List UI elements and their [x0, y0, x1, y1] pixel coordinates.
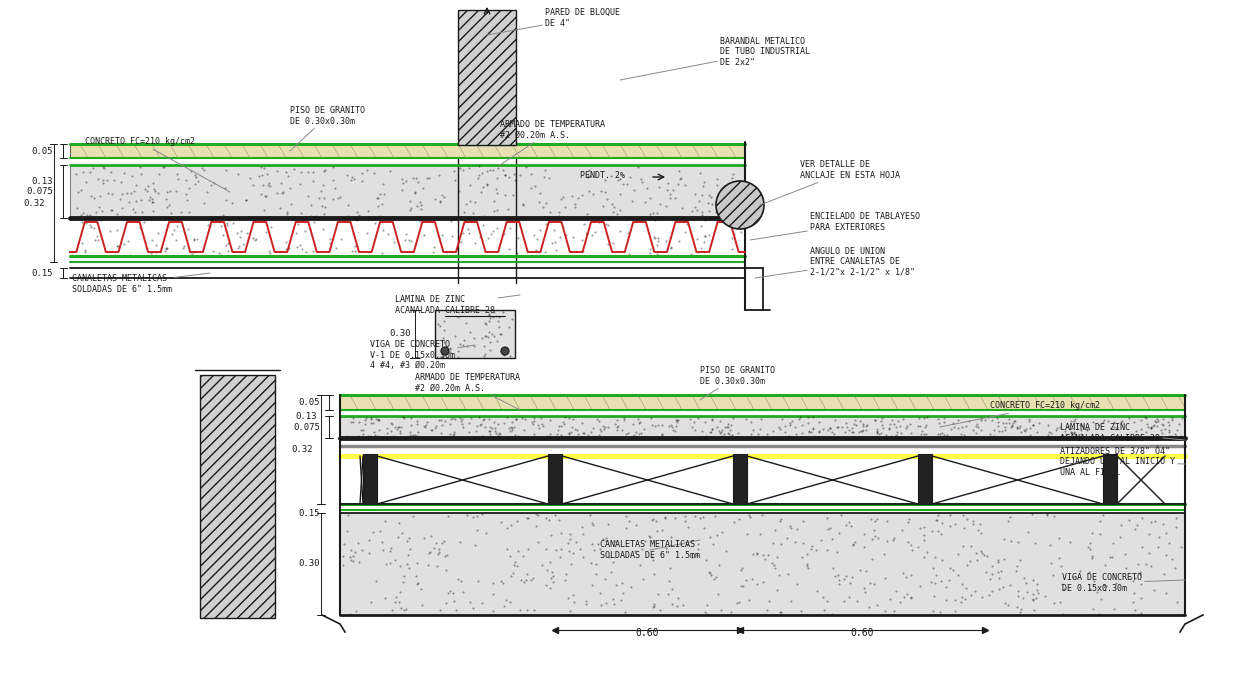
Text: 0.30: 0.30	[390, 329, 411, 338]
Text: PISO DE GRANITO
DE 0.30x0.30m: PISO DE GRANITO DE 0.30x0.30m	[290, 106, 365, 151]
Bar	[340, 513, 1185, 615]
Text: ARMADO DE TEMPERATURA
#2 Ø0.20m A.S.: ARMADO DE TEMPERATURA #2 Ø0.20m A.S.	[500, 120, 606, 165]
Bar	[458, 10, 516, 145]
Bar	[364, 454, 377, 504]
Circle shape	[716, 181, 764, 229]
Text: ARMADO DE TEMPERATURA
#2 Ø0.20m A.S.: ARMADO DE TEMPERATURA #2 Ø0.20m A.S.	[414, 373, 520, 410]
Text: BARANDAL METALICO
DE TUBO INDUSTRIAL
DE 2x2": BARANDAL METALICO DE TUBO INDUSTRIAL DE …	[620, 37, 810, 80]
Text: 0.15: 0.15	[31, 268, 53, 277]
Text: 0.13: 0.13	[295, 412, 316, 421]
Text: 0.05: 0.05	[31, 147, 53, 156]
Text: 0.075: 0.075	[26, 187, 53, 196]
Text: 0.30: 0.30	[299, 559, 320, 569]
Text: ATIZADORES DE 3/8" Ô4"
DEJANDO UNA AL INICIO Y
UNA AL FINAL: ATIZADORES DE 3/8" Ô4" DEJANDO UNA AL IN…	[1060, 447, 1185, 477]
Text: PENDT. 2%: PENDT. 2%	[580, 170, 625, 179]
Text: 0.05: 0.05	[299, 398, 320, 407]
Bar	[1103, 454, 1117, 504]
Text: 0.32: 0.32	[292, 445, 313, 454]
Bar	[918, 454, 932, 504]
Text: VIGA DE CONCRETO
DE 0.15x0.30m: VIGA DE CONCRETO DE 0.15x0.30m	[1062, 573, 1185, 593]
Bar	[340, 416, 1185, 438]
Bar	[69, 144, 745, 158]
Text: 0.15: 0.15	[299, 509, 320, 518]
Bar	[200, 375, 276, 618]
Bar	[436, 310, 515, 358]
Text: CANALETAS METALICAS
SOLDADAS DE 6" 1.5mm: CANALETAS METALICAS SOLDADAS DE 6" 1.5mm	[72, 273, 210, 294]
Text: CANALETAS METALICAS
SOLDADAS DE 6" 1.5mm: CANALETAS METALICAS SOLDADAS DE 6" 1.5mm	[599, 540, 700, 559]
Circle shape	[441, 347, 449, 355]
Circle shape	[501, 347, 509, 355]
Text: 0.60: 0.60	[635, 628, 659, 638]
Text: LAMINA DE ZINC
ACANALADA CALIBRE 28: LAMINA DE ZINC ACANALADA CALIBRE 28	[395, 295, 520, 315]
Text: PISO DE GRANITO
DE 0.30x0.30m: PISO DE GRANITO DE 0.30x0.30m	[700, 366, 774, 400]
Text: 0.60: 0.60	[851, 628, 874, 638]
Text: VIGA DE CONCRETO
V-1 DE 0.15x0.30m
4 #4, #3 Ø0.20m: VIGA DE CONCRETO V-1 DE 0.15x0.30m 4 #4,…	[370, 340, 475, 370]
Bar	[549, 454, 562, 504]
Text: 0.32: 0.32	[24, 199, 45, 208]
Bar	[340, 395, 1185, 410]
Text: PARED DE BLOQUE
DE 4": PARED DE BLOQUE DE 4"	[486, 8, 620, 35]
Text: 0.075: 0.075	[293, 423, 320, 432]
Bar	[733, 454, 747, 504]
Text: 0.13: 0.13	[31, 177, 53, 186]
Text: CONCRETO FC=210 kg/cm2: CONCRETO FC=210 kg/cm2	[939, 402, 1100, 427]
Text: ANGULO DE UNION
ENTRE CANALETAS DE
2-1/2"x 2-1/2" x 1/8": ANGULO DE UNION ENTRE CANALETAS DE 2-1/2…	[755, 247, 915, 278]
Text: VER DETALLE DE
ANCLAJE EN ESTA HOJA: VER DETALLE DE ANCLAJE EN ESTA HOJA	[759, 161, 900, 205]
Bar	[69, 165, 745, 218]
Text: LAMINA DE ZINC
ACANALADA CALIBRE 28: LAMINA DE ZINC ACANALADA CALIBRE 28	[1060, 423, 1185, 443]
Text: CONCRETO FC=210 kg/cm2: CONCRETO FC=210 kg/cm2	[84, 138, 230, 192]
Text: ENCIELADO DE TABLAYESO
PARA EXTERIORES: ENCIELADO DE TABLAYESO PARA EXTERIORES	[750, 212, 920, 240]
